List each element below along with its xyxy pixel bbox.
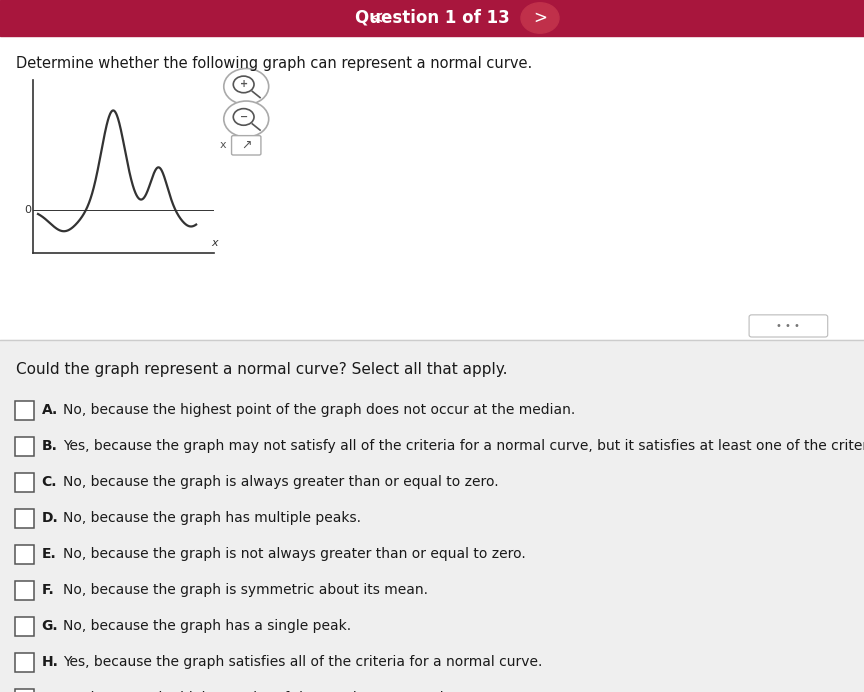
Text: 0: 0 [24, 205, 31, 215]
FancyBboxPatch shape [15, 581, 34, 600]
FancyBboxPatch shape [15, 689, 34, 692]
Bar [0, 0, 864, 36]
Text: H.: H. [41, 655, 59, 668]
FancyBboxPatch shape [749, 315, 828, 337]
FancyBboxPatch shape [15, 509, 34, 528]
Text: A.: A. [41, 403, 58, 417]
Text: I.: I. [41, 691, 52, 692]
FancyBboxPatch shape [15, 401, 34, 420]
Text: No, because the graph has multiple peaks.: No, because the graph has multiple peaks… [63, 511, 361, 525]
Text: Yes, because the graph satisfies all of the criteria for a normal curve.: Yes, because the graph satisfies all of … [63, 655, 543, 668]
Text: Could the graph represent a normal curve? Select all that apply.: Could the graph represent a normal curve… [16, 362, 507, 377]
Text: C.: C. [41, 475, 57, 489]
Text: Question 1 of 13: Question 1 of 13 [354, 9, 510, 27]
Text: x: x [219, 140, 226, 150]
Text: −: − [239, 112, 248, 122]
Bar [0, 340, 864, 692]
Circle shape [521, 3, 559, 33]
Text: No, because the graph is always greater than or equal to zero.: No, because the graph is always greater … [63, 475, 499, 489]
Text: • • •: • • • [777, 321, 800, 331]
FancyBboxPatch shape [15, 437, 34, 456]
Circle shape [224, 101, 269, 137]
Text: Determine whether the following graph can represent a normal curve.: Determine whether the following graph ca… [16, 56, 532, 71]
Text: +: + [239, 80, 248, 89]
FancyBboxPatch shape [15, 545, 34, 564]
Text: >: > [533, 9, 547, 27]
Text: G.: G. [41, 619, 58, 632]
Text: B.: B. [41, 439, 57, 453]
Text: No, because the graph has a single peak.: No, because the graph has a single peak. [63, 619, 351, 632]
FancyBboxPatch shape [15, 473, 34, 492]
Text: <: < [369, 9, 383, 27]
FancyBboxPatch shape [15, 617, 34, 636]
Text: No, because the graph is symmetric about its mean.: No, because the graph is symmetric about… [63, 583, 428, 597]
Circle shape [224, 69, 269, 104]
FancyBboxPatch shape [15, 653, 34, 672]
FancyBboxPatch shape [232, 136, 261, 155]
Text: ↗: ↗ [241, 139, 251, 152]
Bar [0, 36, 864, 340]
Text: No, because the highest point of the graph occurs at the mean.: No, because the highest point of the gra… [63, 691, 505, 692]
Text: Yes, because the graph may not satisfy all of the criteria for a normal curve, b: Yes, because the graph may not satisfy a… [63, 439, 864, 453]
Text: D.: D. [41, 511, 58, 525]
Text: x: x [212, 238, 219, 248]
Text: E.: E. [41, 547, 56, 561]
Text: No, because the graph is not always greater than or equal to zero.: No, because the graph is not always grea… [63, 547, 526, 561]
Text: F.: F. [41, 583, 54, 597]
Text: No, because the highest point of the graph does not occur at the median.: No, because the highest point of the gra… [63, 403, 575, 417]
